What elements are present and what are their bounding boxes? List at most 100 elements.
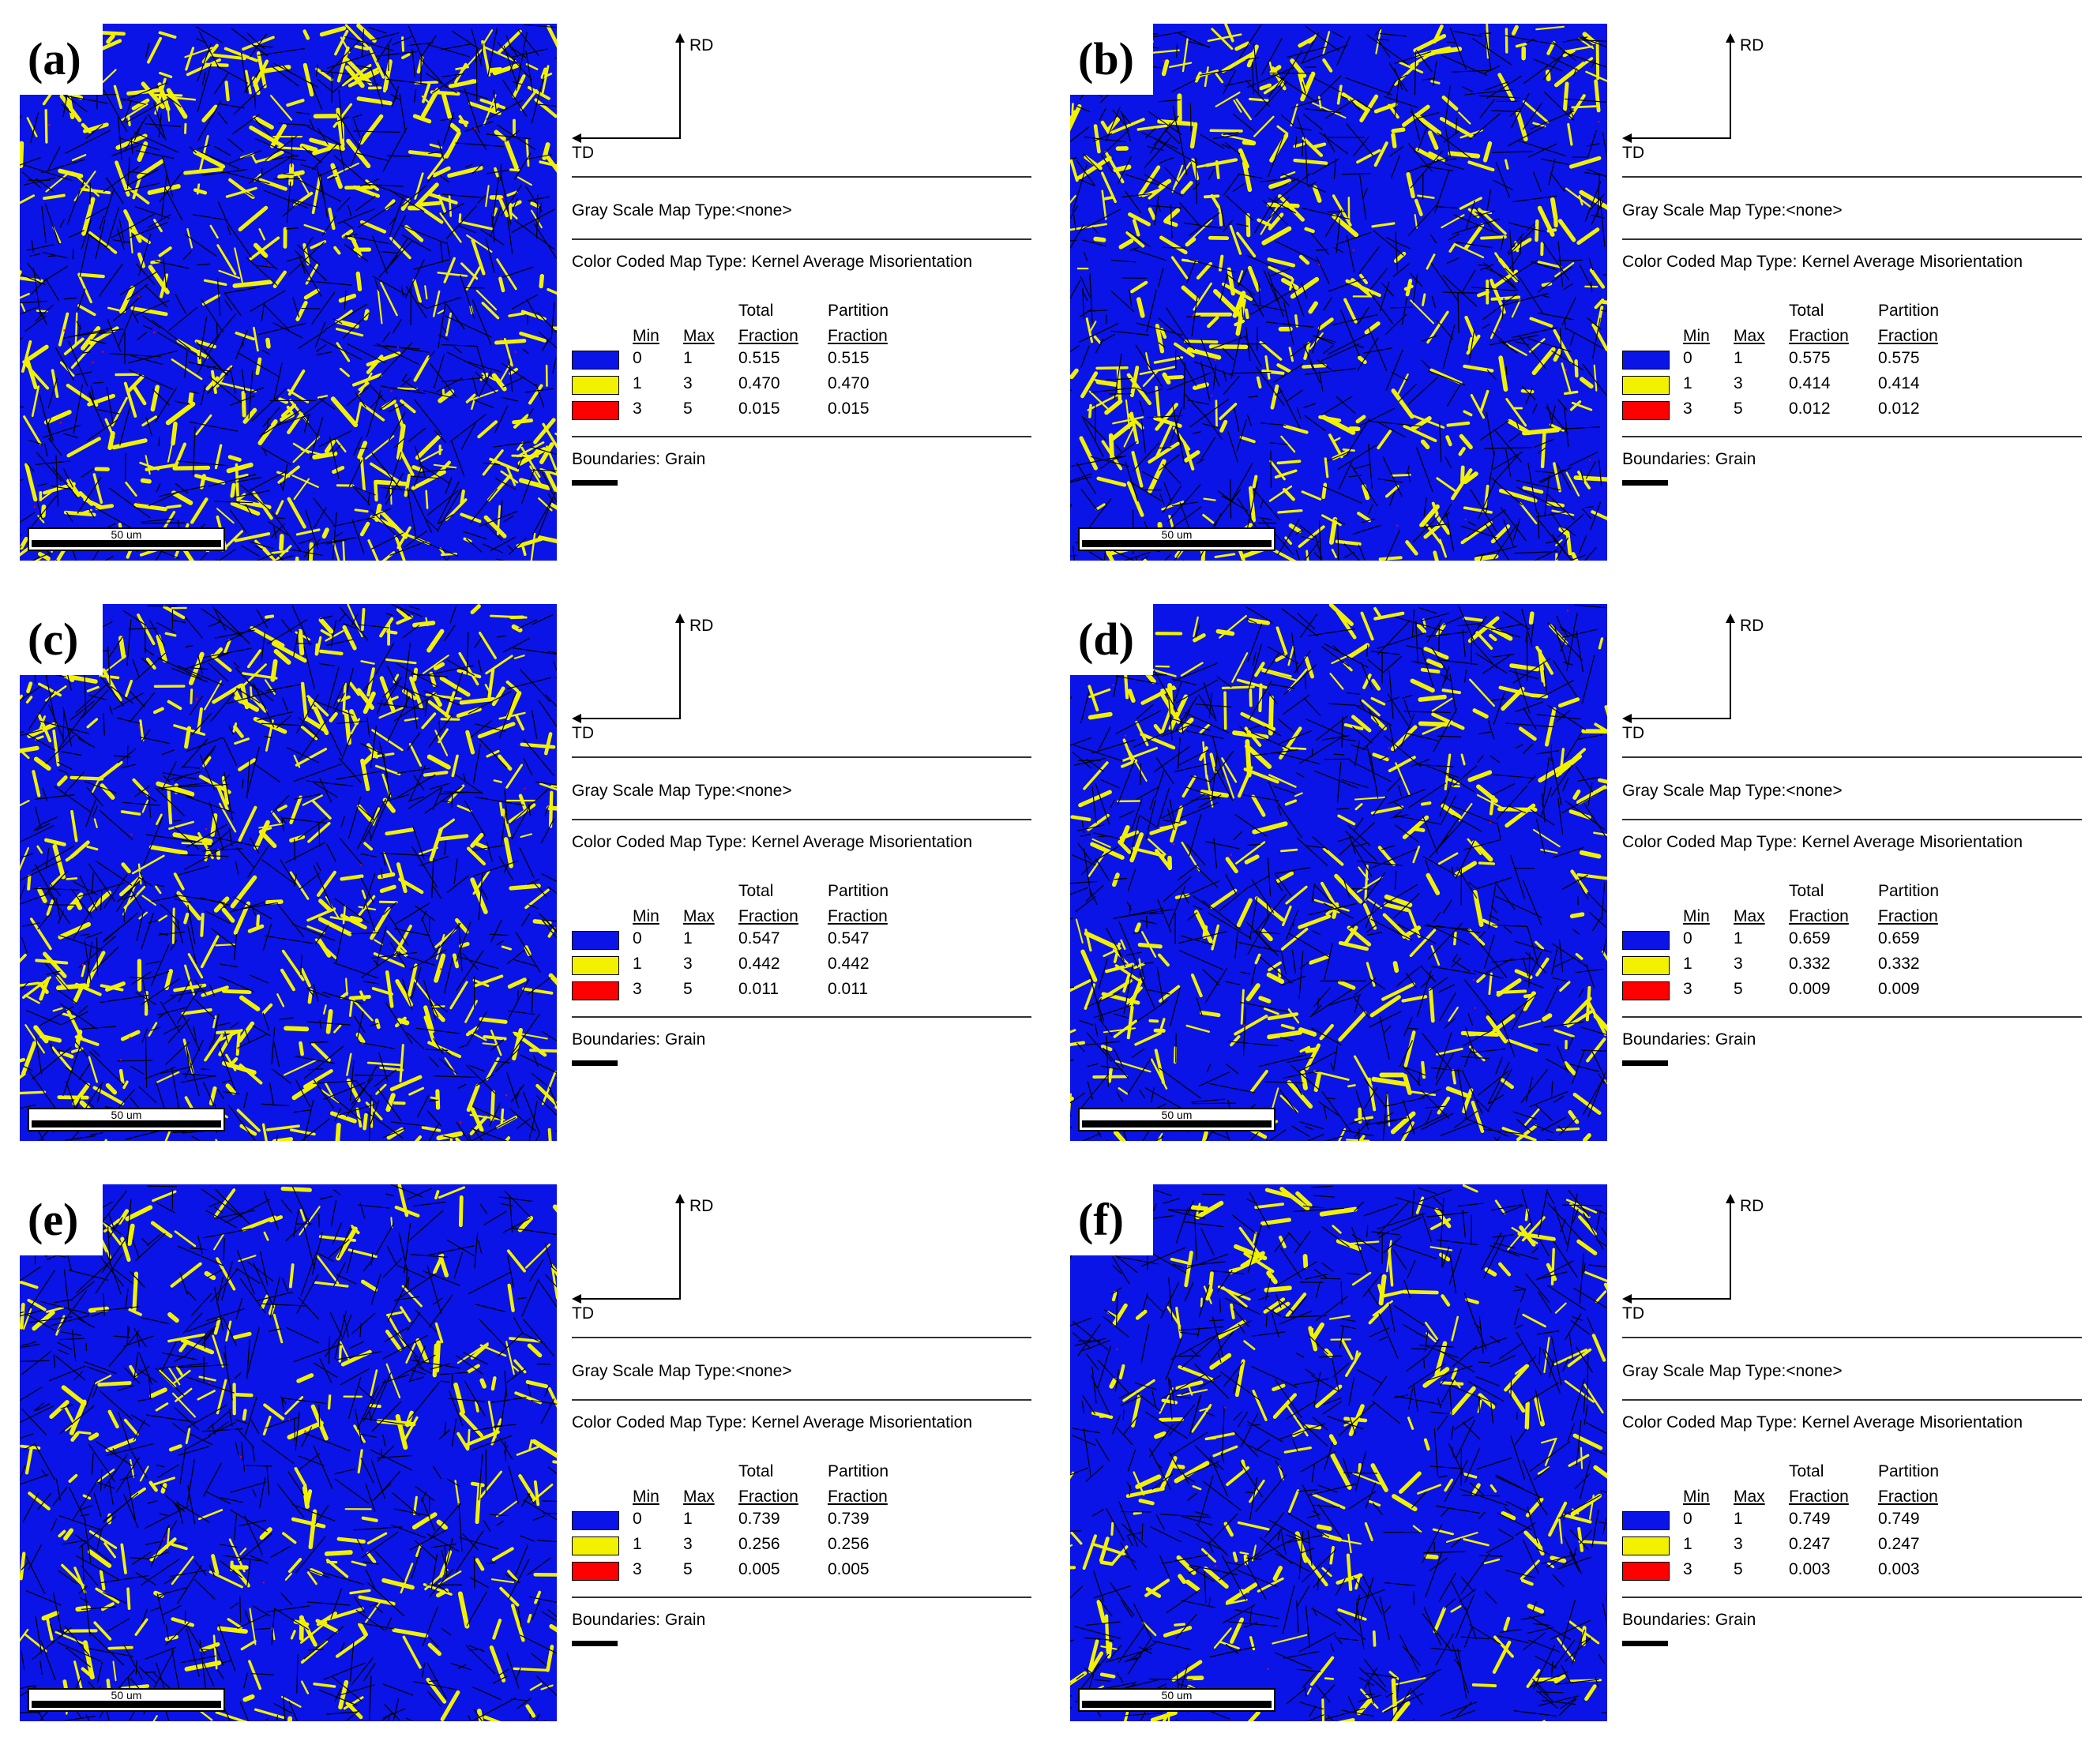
divider	[572, 436, 1031, 437]
legend-max-value: 5	[683, 400, 693, 418]
legend-min-value: 3	[1683, 1560, 1692, 1578]
kam-color-swatch	[1622, 401, 1670, 420]
rd-label: RD	[1740, 36, 1764, 54]
legend-total-value: 0.247	[1789, 1535, 1831, 1553]
legend-partition-value: 0.739	[828, 1510, 870, 1528]
col-header-partition: Partition	[828, 882, 889, 900]
col-header-max: Max	[683, 1488, 715, 1506]
legend-total-value: 0.015	[738, 400, 780, 418]
kam-color-swatch	[572, 1537, 619, 1555]
divider	[572, 1399, 1031, 1401]
legend-partition-value: 0.470	[828, 374, 870, 392]
boundaries-label: Boundaries: Grain	[1622, 1030, 1756, 1049]
scale-bar: 50 um	[1078, 1688, 1275, 1712]
legend-max-value: 1	[1734, 1510, 1743, 1528]
col-header-total-fraction: Fraction	[1789, 1488, 1849, 1506]
kam-map-image	[1070, 604, 1607, 1141]
scale-bar-line	[32, 1120, 221, 1128]
legend-min-value: 0	[633, 1510, 642, 1528]
panel-label: (e)	[20, 1184, 103, 1255]
divider	[1622, 819, 2082, 820]
legend-min-value: 0	[1683, 929, 1692, 947]
legend-min-value: 1	[633, 374, 642, 392]
col-header-min: Min	[1683, 327, 1710, 345]
col-header-max: Max	[1734, 1488, 1765, 1506]
col-header-partition-fraction: Fraction	[1878, 327, 1938, 345]
td-label: TD	[1622, 1304, 1644, 1323]
td-axis-line	[578, 137, 681, 139]
legend-partition-value: 0.575	[1878, 349, 1920, 367]
col-header-total: Total	[1789, 882, 1824, 900]
divider	[1622, 238, 2082, 240]
rd-axis-line	[1730, 41, 1731, 139]
legend-total-value: 0.332	[1789, 955, 1831, 973]
panel-label: (b)	[1070, 24, 1153, 95]
boundaries-label: Boundaries: Grain	[1622, 450, 1756, 468]
kam-color-swatch	[1622, 1511, 1670, 1530]
col-header-partition-fraction: Fraction	[1878, 907, 1938, 925]
legend-partition-value: 0.003	[1878, 1560, 1920, 1578]
color-coded-map-type: Color Coded Map Type: Kernel Average Mis…	[572, 833, 973, 851]
legend-max-value: 1	[1734, 349, 1743, 367]
col-header-total: Total	[1789, 1462, 1824, 1480]
rd-arrowhead	[675, 33, 685, 43]
col-header-max: Max	[683, 907, 715, 925]
legend-partition-value: 0.256	[828, 1535, 870, 1553]
legend-partition-value: 0.011	[828, 980, 868, 998]
gray-scale-map-type: Gray Scale Map Type:<none>	[572, 201, 792, 220]
divider	[572, 176, 1031, 178]
col-header-partition-fraction: Fraction	[828, 907, 888, 925]
kam-panel-d: (d) 50 um RD TD Gray Scale Map Type:<non…	[1050, 580, 2100, 1161]
col-header-total-fraction: Fraction	[738, 1488, 798, 1506]
divider	[572, 1016, 1031, 1018]
rd-arrowhead	[675, 1194, 685, 1203]
kam-color-swatch	[572, 351, 619, 370]
col-header-min: Min	[1683, 907, 1710, 925]
col-header-partition-fraction: Fraction	[1878, 1488, 1938, 1506]
rd-arrowhead	[675, 613, 685, 623]
divider	[572, 819, 1031, 820]
rd-label: RD	[689, 617, 714, 635]
scale-bar-label: 50 um	[111, 528, 142, 541]
boundaries-label: Boundaries: Grain	[572, 1030, 706, 1049]
legend-min-value: 1	[633, 1535, 642, 1553]
kam-color-swatch	[1622, 1537, 1670, 1555]
legend-total-value: 0.442	[738, 955, 780, 973]
rd-axis-line	[679, 621, 681, 719]
legend-max-value: 3	[683, 374, 693, 392]
legend-max-value: 3	[683, 955, 693, 973]
gray-scale-map-type: Gray Scale Map Type:<none>	[572, 1362, 792, 1380]
divider	[1622, 1016, 2082, 1018]
legend-max-value: 3	[1734, 1535, 1743, 1553]
legend-partition-value: 0.009	[1878, 980, 1920, 998]
col-header-max: Max	[1734, 327, 1765, 345]
kam-map-image	[1070, 1184, 1607, 1721]
scale-bar-label: 50 um	[111, 1689, 142, 1702]
legend-max-value: 5	[683, 1560, 693, 1578]
td-axis-line	[578, 718, 681, 719]
legend-max-value: 3	[1734, 955, 1743, 973]
rd-axis-line	[679, 1202, 681, 1300]
legend-min-value: 3	[633, 1560, 642, 1578]
rd-arrowhead	[1726, 1194, 1735, 1203]
gray-scale-map-type: Gray Scale Map Type:<none>	[1622, 201, 1843, 220]
scale-bar: 50 um	[1078, 1108, 1275, 1131]
legend-partition-value: 0.547	[828, 929, 870, 947]
scale-bar-line	[1082, 540, 1272, 547]
legend-partition-value: 0.247	[1878, 1535, 1920, 1553]
col-header-partition-fraction: Fraction	[828, 1488, 888, 1506]
kam-map-image	[1070, 24, 1607, 561]
grain-boundary-swatch	[572, 1641, 618, 1646]
legend-partition-value: 0.005	[828, 1560, 870, 1578]
rd-label: RD	[1740, 617, 1764, 635]
kam-color-swatch	[572, 376, 619, 395]
kam-map-texture	[1070, 24, 1607, 561]
legend-total-value: 0.003	[1789, 1560, 1831, 1578]
kam-color-swatch	[572, 1511, 619, 1530]
kam-map-image	[20, 1184, 557, 1721]
gray-scale-map-type: Gray Scale Map Type:<none>	[1622, 782, 1843, 800]
legend-min-value: 0	[1683, 1510, 1692, 1528]
grain-boundary-swatch	[572, 480, 618, 486]
kam-map-texture	[20, 24, 557, 561]
kam-color-swatch	[572, 1562, 619, 1581]
